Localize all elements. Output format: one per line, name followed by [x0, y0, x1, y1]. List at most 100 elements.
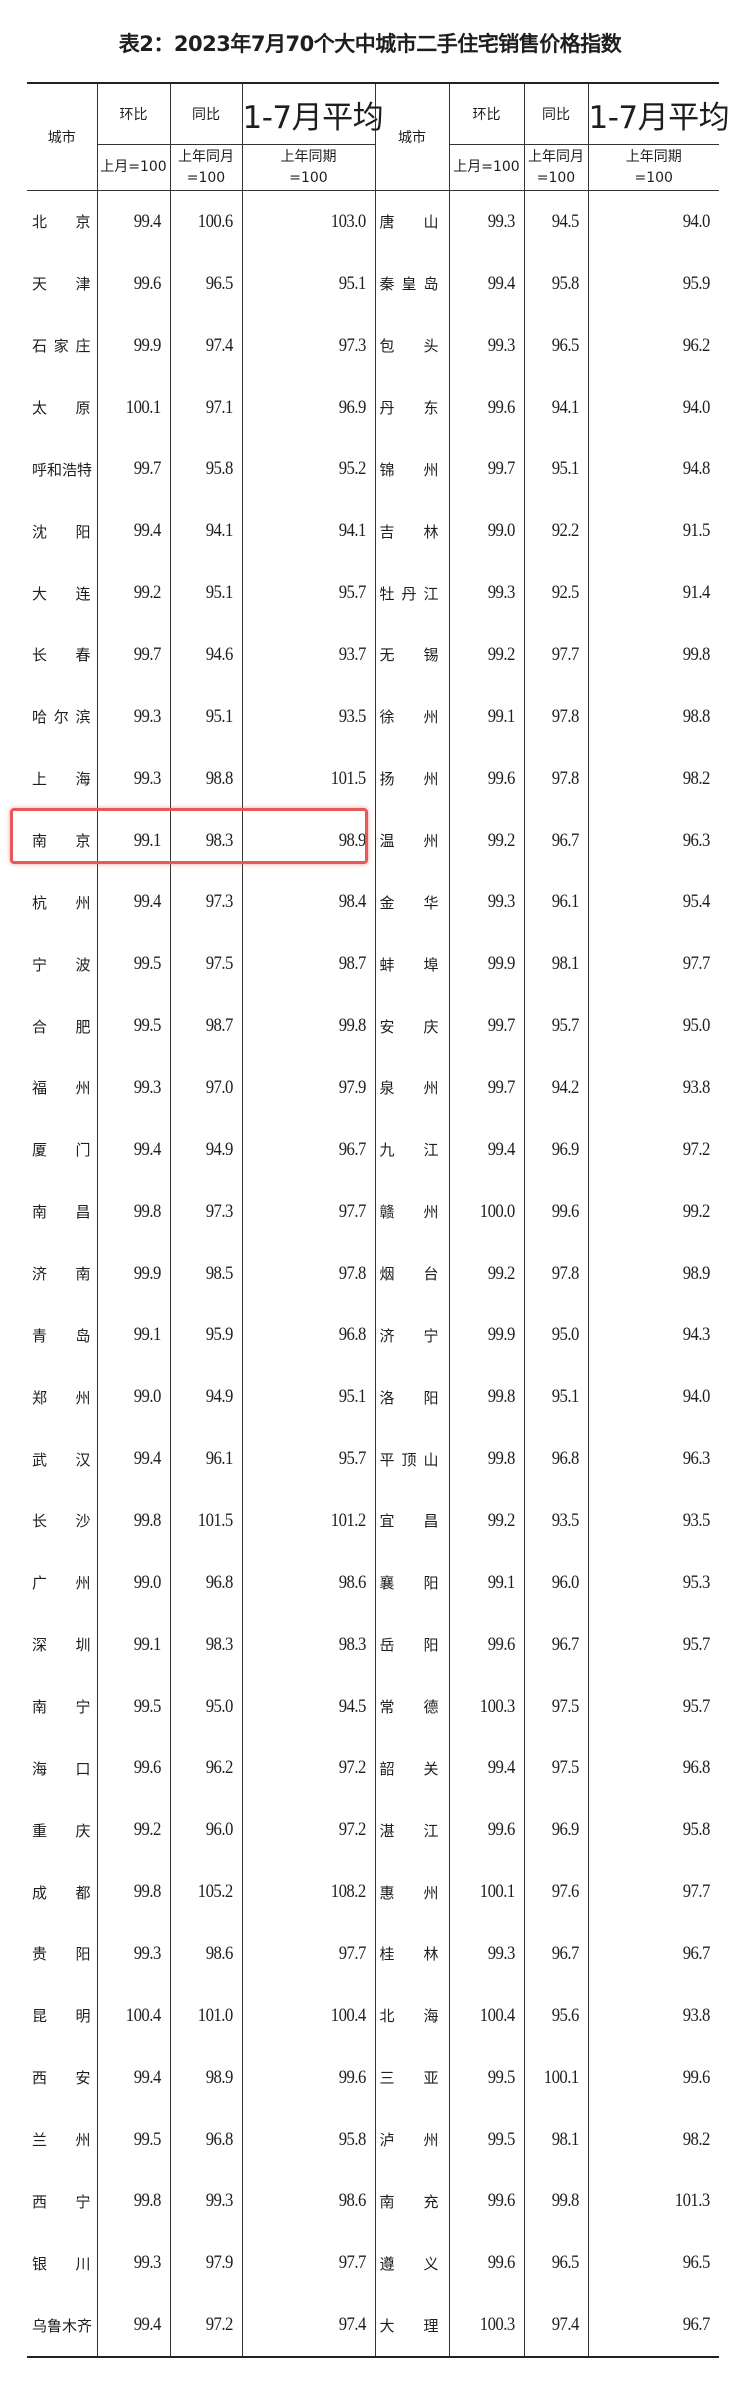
- mom-value-right: 99.6: [448, 2170, 525, 2233]
- yoy-value-left: 96.8: [169, 2108, 243, 2171]
- yoy-value-left: 96.5: [169, 252, 243, 315]
- yoy-value-right: 96.0: [523, 1551, 589, 1614]
- mom-value-left-text: 99.1: [133, 1324, 161, 1346]
- yoy-value-right: 97.8: [523, 1242, 589, 1305]
- avg-value-right: 93.8: [587, 1057, 719, 1119]
- city-name-left-text: 合肥: [32, 1017, 91, 1036]
- avg-value-left-text: 95.8: [338, 2128, 366, 2150]
- mom-value-right-text: 100.4: [479, 2004, 516, 2026]
- mom-value-left-text: 99.4: [133, 210, 161, 232]
- mom-value-right: 99.2: [448, 624, 525, 686]
- city-name-right-text: 无锡: [379, 646, 439, 665]
- yoy-value-left: 94.9: [169, 1366, 243, 1429]
- yoy-value-left: 96.0: [169, 1799, 243, 1862]
- city-name-right: 无锡: [374, 624, 450, 686]
- city-name-right-text: 丹东: [379, 399, 439, 417]
- table-row: 南昌 99.8 97.3 97.7 赣州 100.0 99.6 99.2: [27, 1180, 719, 1243]
- city-name-right: 济宁: [374, 1304, 450, 1367]
- city-name-left-text: 南宁: [32, 1698, 91, 1717]
- yoy-value-right-text: 97.5: [551, 1757, 579, 1779]
- avg-value-right-text: 97.7: [682, 1881, 711, 1903]
- yoy-value-right: 98.1: [523, 2108, 589, 2171]
- price-index-table: 城市 环比 同比 1-7月平均 城市 环比 同比 1-7月平均 上月=100 上…: [27, 82, 730, 2359]
- avg-value-right-text: 96.3: [682, 829, 711, 851]
- mom-value-right-text: 99.9: [487, 1324, 515, 1346]
- city-name-left-text: 厦门: [32, 1141, 91, 1160]
- mom-value-left: 99.7: [96, 438, 171, 501]
- city-name-right: 惠州: [374, 1861, 450, 1924]
- city-name-right: 湛江: [374, 1799, 450, 1862]
- yoy-value-left-text: 98.5: [205, 1262, 233, 1284]
- avg-value-right-text: 95.4: [682, 891, 711, 913]
- table-row: 银川 99.3 97.9 97.7 遵义 99.6 96.5 96.5: [27, 2232, 719, 2295]
- table-row: 宁波 99.5 97.5 98.7 蚌埠 99.9 98.1 97.7: [27, 933, 719, 996]
- avg-value-left-text: 93.7: [338, 643, 366, 665]
- avg-value-left-text: 96.9: [338, 396, 366, 418]
- yoy-base-line2: =100: [186, 169, 226, 186]
- avg-value-left: 95.1: [241, 252, 376, 315]
- avg-value-right: 94.0: [587, 376, 719, 439]
- header-city-right: 城市: [374, 83, 450, 191]
- mom-value-right: 99.6: [448, 1799, 525, 1862]
- mom-value-left-text: 99.4: [133, 891, 161, 913]
- avg-value-left-text: 95.2: [338, 458, 366, 480]
- avg-value-left: 98.7: [241, 933, 376, 996]
- avg-value-left: 99.8: [241, 995, 376, 1058]
- avg-value-left: 97.9: [241, 1057, 376, 1119]
- city-name-left-text: 海口: [32, 1759, 91, 1778]
- yoy-value-left: 97.4: [169, 314, 243, 377]
- avg-value-right: 98.2: [587, 747, 719, 810]
- avg-value-left: 93.7: [241, 624, 376, 686]
- mom-value-left: 99.5: [96, 995, 171, 1058]
- city-name-right-text: 洛阳: [379, 1388, 439, 1407]
- mom-value-left: 99.0: [96, 1551, 171, 1614]
- mom-value-right: 99.2: [448, 809, 525, 872]
- header-yoy-left: 同比: [169, 83, 243, 145]
- city-name-left: 石家庄: [27, 314, 98, 377]
- avg-value-left-text: 98.7: [338, 953, 366, 975]
- city-name-left-text: 青岛: [32, 1326, 91, 1345]
- city-name-right-text: 秦皇岛: [379, 275, 439, 294]
- yoy-value-right: 97.6: [523, 1861, 589, 1924]
- table-row: 大连 99.2 95.1 95.7 牡丹江 99.3 92.5 91.4: [27, 562, 719, 625]
- yoy-value-right: 95.7: [523, 995, 589, 1058]
- yoy-value-left-text: 96.8: [205, 2128, 233, 2150]
- avg-value-right: 91.4: [587, 562, 719, 625]
- avg-value-left-text: 94.5: [338, 1695, 366, 1717]
- yoy-value-right-text: 97.7: [551, 643, 579, 665]
- avg-value-right-text: 98.2: [682, 767, 711, 789]
- city-name-left: 长春: [27, 624, 98, 686]
- city-name-right: 宜昌: [374, 1490, 450, 1552]
- yoy-value-left: 94.6: [169, 624, 243, 686]
- avg-value-right: 95.8: [587, 1799, 719, 1862]
- avg-value-right-text: 99.6: [682, 2066, 711, 2088]
- mom-value-right: 99.9: [448, 1304, 525, 1367]
- table-row: 深圳 99.1 98.3 98.3 岳阳 99.6 96.7 95.7: [27, 1613, 719, 1676]
- avg-value-left-text: 95.1: [338, 272, 366, 294]
- city-name-left: 哈尔滨: [27, 685, 98, 748]
- yoy-value-right-text: 96.5: [551, 334, 579, 356]
- header-avg-left: 1-7月平均: [241, 83, 384, 145]
- yoy-value-right: 95.0: [523, 1304, 589, 1367]
- yoy-value-right-text: 95.0: [551, 1324, 579, 1346]
- city-name-left-text: 济南: [32, 1265, 91, 1284]
- mom-value-left: 99.4: [96, 2046, 171, 2109]
- yoy-value-left-text: 94.9: [205, 1386, 233, 1408]
- city-name-right: 九江: [374, 1118, 450, 1181]
- yoy-value-right-text: 97.6: [551, 1881, 579, 1903]
- mom-value-right-text: 99.2: [487, 643, 515, 665]
- city-name-left-text: 南昌: [32, 1203, 91, 1222]
- mom-value-right: 100.0: [448, 1180, 525, 1243]
- yoy-value-left: 101.0: [169, 1984, 243, 2047]
- avg-value-left-text: 96.7: [338, 1138, 366, 1160]
- city-name-left-text: 兰州: [32, 2131, 91, 2150]
- avg-value-right: 95.4: [587, 871, 719, 934]
- city-name-left: 长沙: [27, 1490, 98, 1552]
- city-name-right-text: 温州: [379, 832, 439, 851]
- city-name-left: 青岛: [27, 1304, 98, 1367]
- yoy-value-right-text: 92.2: [551, 520, 579, 542]
- avg-value-left: 95.1: [241, 1366, 376, 1429]
- yoy-value-right: 97.5: [523, 1737, 589, 1800]
- yoy-value-right-text: 95.7: [551, 1015, 579, 1037]
- city-name-left-text: 乌鲁木齐: [32, 2316, 93, 2335]
